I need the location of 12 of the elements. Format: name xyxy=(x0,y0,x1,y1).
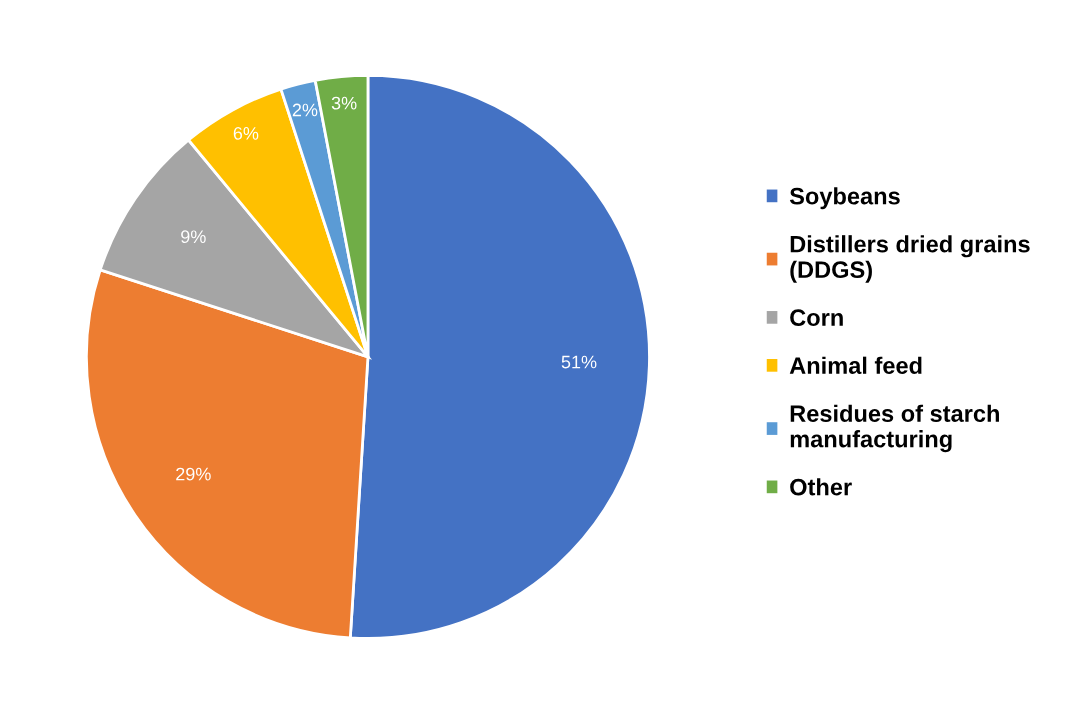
legend-label: Soybeans xyxy=(789,187,900,210)
data-label: 6% xyxy=(233,126,259,140)
data-label: 29% xyxy=(176,467,211,481)
legend-label: Distillers dried grains (DDGS) xyxy=(790,235,1030,283)
legend-label: Corn xyxy=(790,309,843,327)
legend-label: Other xyxy=(790,478,852,496)
data-label: 9% xyxy=(181,230,206,244)
legend-label: Residues of starch manufacturing xyxy=(790,404,999,453)
data-label: 51% xyxy=(561,355,597,369)
data-label: 2% xyxy=(292,103,318,117)
legend-label: Animal feed xyxy=(789,356,922,375)
data-label: 3% xyxy=(331,96,357,110)
